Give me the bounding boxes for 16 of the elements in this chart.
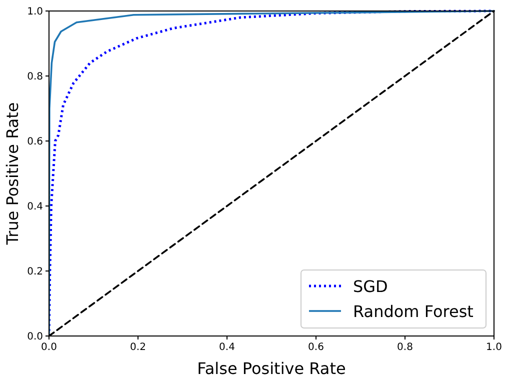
x-axis-title: False Positive Rate (197, 359, 346, 378)
y-tick-label: 0.6 (27, 136, 43, 148)
y-tick-label: 0.0 (27, 332, 43, 342)
x-tick-label: 0.0 (41, 342, 57, 353)
x-tick-label: 0.2 (130, 342, 146, 353)
y-tick-label: 0.2 (27, 266, 43, 278)
y-axis-title: True Positive Rate (3, 102, 22, 246)
x-tick-label: 0.6 (308, 342, 324, 353)
y-tick-label: 1.0 (27, 6, 43, 18)
legend-label: SGD (353, 277, 388, 296)
y-tick-label: 0.8 (27, 72, 43, 82)
y-tick-label: 0.4 (27, 202, 43, 212)
x-tick-label: 0.8 (397, 342, 413, 353)
legend-label: Random Forest (353, 302, 474, 321)
x-tick-label: 1.0 (486, 342, 502, 353)
x-tick-label: 0.4 (219, 342, 235, 353)
